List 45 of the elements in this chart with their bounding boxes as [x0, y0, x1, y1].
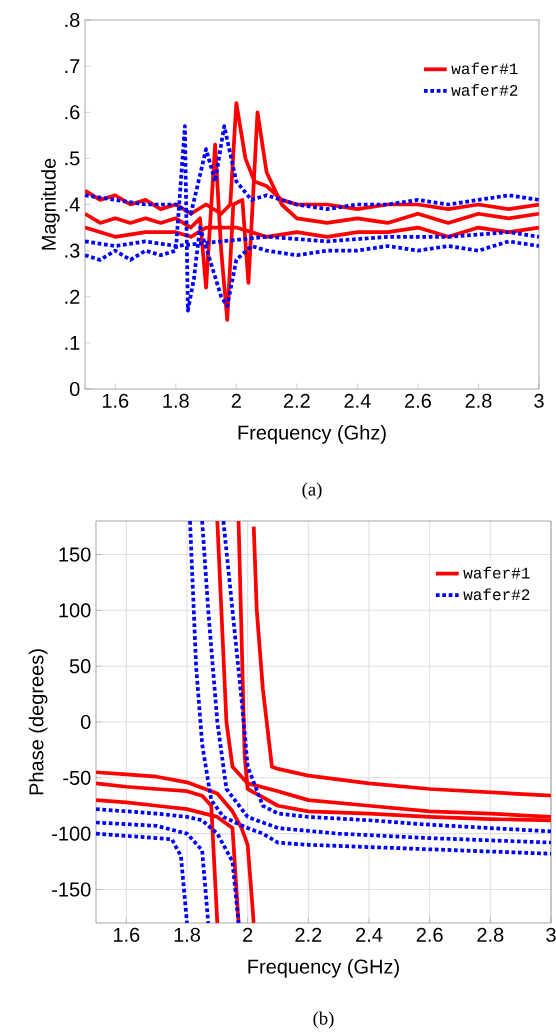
- x-tick-label: 2.4: [356, 927, 383, 942]
- x-tick-label: 2.2: [283, 393, 310, 408]
- x-tick-label: 2.2: [295, 927, 322, 942]
- y-tick-label: -150: [52, 882, 91, 897]
- x-tick-label: 2.4: [344, 393, 371, 408]
- y-tick-label: .8: [65, 12, 80, 28]
- y-tick-label: .5: [65, 151, 80, 166]
- x-tick-label: 2: [231, 393, 241, 408]
- x-tick-label: 2: [243, 927, 253, 942]
- y-tick-label: 100: [59, 603, 91, 618]
- text: (b): [313, 1011, 334, 1029]
- x-tick-label: 1.6: [102, 393, 129, 408]
- x-tick-label: 3: [534, 393, 544, 408]
- y-tick-label: .7: [65, 59, 80, 74]
- legend-label: wafer#1: [451, 62, 518, 75]
- x-axis-title: Frequency (Ghz): [238, 425, 386, 444]
- x-tick-label: 3: [546, 927, 556, 942]
- x-tick-label: 2.6: [416, 927, 443, 942]
- text: (a): [302, 482, 322, 500]
- legend-label: wafer#1: [463, 566, 530, 579]
- y-tick-label: .3: [65, 243, 80, 258]
- y-tick-label: 0: [80, 714, 91, 730]
- y-axis-title: Phase (degrees): [28, 649, 48, 795]
- y-tick-label: .6: [65, 105, 80, 120]
- y-tick-label: -100: [52, 826, 91, 841]
- y-tick-label: 50: [69, 659, 91, 674]
- x-tick-label: 1.6: [113, 927, 140, 942]
- y-tick-label: .1: [65, 335, 80, 350]
- x-tick-label: 2.6: [405, 393, 431, 408]
- line-series: [96, 770, 256, 923]
- y-tick-label: 150: [59, 547, 91, 562]
- y-tick-label: -50: [63, 770, 91, 785]
- legend-label: wafer#2: [463, 588, 530, 601]
- y-tick-label: 0: [69, 381, 80, 397]
- y-tick-label: .4: [65, 197, 80, 212]
- x-tick-label: 2.8: [465, 393, 492, 408]
- x-tick-label: 2.8: [477, 927, 504, 942]
- y-tick-label: .2: [65, 289, 80, 304]
- y-axis-title: Magnitude: [41, 158, 60, 250]
- x-axis-title: Frequency (GHz): [248, 959, 399, 978]
- x-tick-label: 1.8: [174, 927, 201, 942]
- legend-label: wafer#2: [451, 84, 518, 96]
- x-tick-label: 1.8: [163, 393, 189, 408]
- line-series: [96, 831, 189, 923]
- line-series: [96, 820, 211, 923]
